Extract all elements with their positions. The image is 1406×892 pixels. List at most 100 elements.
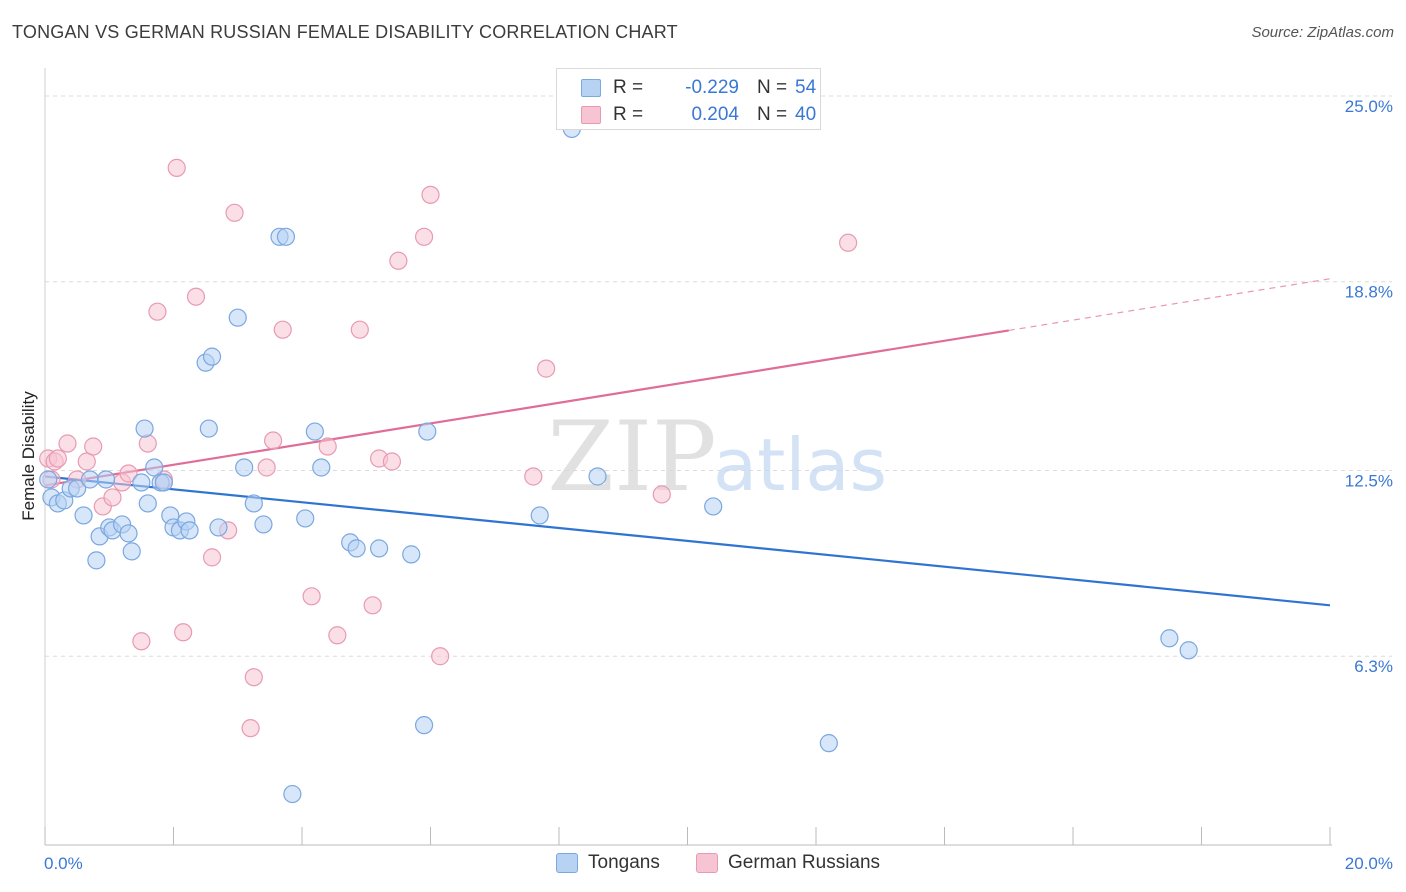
german-russian-point-29 [328,626,347,645]
german-russian-point-26 [273,320,292,339]
tongan-point-5 [74,506,93,525]
watermark-atlas: atlas [713,423,887,507]
trend-line-extension-german-russians [1008,278,1331,332]
tongan-point-27 [199,419,218,438]
tongan-point-45 [418,422,437,441]
tick-labels: 6.3% 12.5% 18.8% 25.0% 0.0% 20.0% [44,97,1393,873]
german-russian-point-12 [132,632,151,651]
chart-title: TONGAN VS GERMAN RUSSIAN FEMALE DISABILI… [12,22,678,42]
tongan-point-18 [145,458,164,477]
tongan-point-42 [370,539,389,558]
german-russian-point-39 [537,359,556,378]
tongan-point-36 [283,784,302,804]
tongans-swatch [581,79,601,97]
tongan-point-28 [202,347,222,366]
tongans-legend-swatch [556,853,578,873]
tongan-point-6 [80,470,100,489]
n-label: N = [757,104,788,125]
german-russian-point-38 [524,467,543,486]
tongan-point-41 [347,539,366,558]
tongan-point-33 [254,515,273,534]
r-label: R = [613,77,644,98]
tongan-point-46 [530,506,549,525]
tongan-point-39 [312,458,331,477]
german-russian-point-25 [263,431,283,450]
german-russian-point-16 [167,158,186,177]
tongan-point-30 [228,308,247,327]
tongan-point-49 [704,497,723,516]
german-russian-point-11 [119,464,138,483]
tongan-point-7 [87,551,106,570]
tongan-point-53 [39,470,58,489]
tongan-point-13 [119,524,138,543]
watermark: ZIP atlas [547,401,887,513]
german-russian-point-30 [350,320,369,339]
tongan-point-9 [96,470,116,489]
german-russian-point-7 [84,437,103,456]
german-russian-point-14 [148,302,167,321]
n-value-german-russians: 40 [795,104,817,125]
german-russian-point-9 [103,488,122,507]
german-russian-point-19 [202,548,222,567]
tongan-point-51 [1160,629,1179,648]
tongan-point-14 [122,542,141,561]
watermark-zip: ZIP [547,401,716,513]
german-russian-point-23 [241,719,260,738]
tongan-point-29 [209,518,228,537]
tongan-point-37 [296,509,315,528]
n-value-tongans: 54 [795,77,817,98]
german-russian-point-28 [318,437,337,456]
data-points [39,119,1198,804]
german-russians-swatch [581,106,601,124]
german-russians-legend-label: German Russians [728,852,881,873]
r-value-tongans: -0.229 [685,77,739,98]
tongan-point-4 [68,479,87,498]
tongan-point-52 [1179,641,1198,660]
german-russian-point-17 [174,623,193,642]
tongan-point-44 [414,716,434,735]
german-russian-point-36 [421,185,440,204]
x-tick-label-1: 20.0% [1345,854,1393,873]
tongan-point-15 [132,473,151,492]
tongan-point-20 [154,473,173,492]
german-russian-point-34 [389,251,408,270]
tongan-point-43 [402,545,421,564]
y-axis-label: Female Disability [19,391,38,521]
german-russian-point-35 [414,227,434,246]
tongan-point-17 [138,494,157,513]
tongan-point-38 [305,422,324,441]
german-russian-point-40 [652,485,671,504]
german-russians-legend-swatch [696,853,718,873]
german-russian-point-37 [431,647,450,666]
x-tick-label-0: 0.0% [44,854,83,873]
tongan-point-50 [819,734,838,753]
source-label: Source: ZipAtlas.com [1251,24,1394,41]
y-tick-label-1: 12.5% [1345,471,1393,490]
n-label: N = [757,77,788,98]
trend-line-german-russians [44,329,1009,487]
german-russian-point-31 [363,596,382,615]
german-russian-point-22 [244,668,263,687]
german-russian-point-41 [839,233,858,252]
german-russian-point-21 [225,203,244,222]
tongan-point-48 [588,467,607,486]
tongan-point-25 [180,521,199,540]
tongans-legend-label: Tongans [588,852,660,873]
r-label: R = [613,104,644,125]
german-russian-point-6 [77,452,96,471]
german-russian-point-18 [186,287,206,306]
tongan-point-32 [244,494,263,513]
german-russian-point-4 [58,434,77,453]
german-russian-point-24 [257,458,276,477]
german-russian-point-33 [382,452,402,471]
tongan-point-31 [235,458,254,477]
y-tick-label-2: 18.8% [1345,283,1393,302]
y-tick-label-3: 25.0% [1345,97,1393,116]
tongan-point-35 [276,227,296,246]
y-tick-label-0: 6.3% [1354,657,1393,676]
german-russian-point-27 [302,587,321,606]
stats-legend: R = -0.229 N = 54 R = 0.204 N = 40 [556,68,821,130]
german-russian-point-13 [138,434,157,453]
german-russian-point-3 [48,449,67,468]
